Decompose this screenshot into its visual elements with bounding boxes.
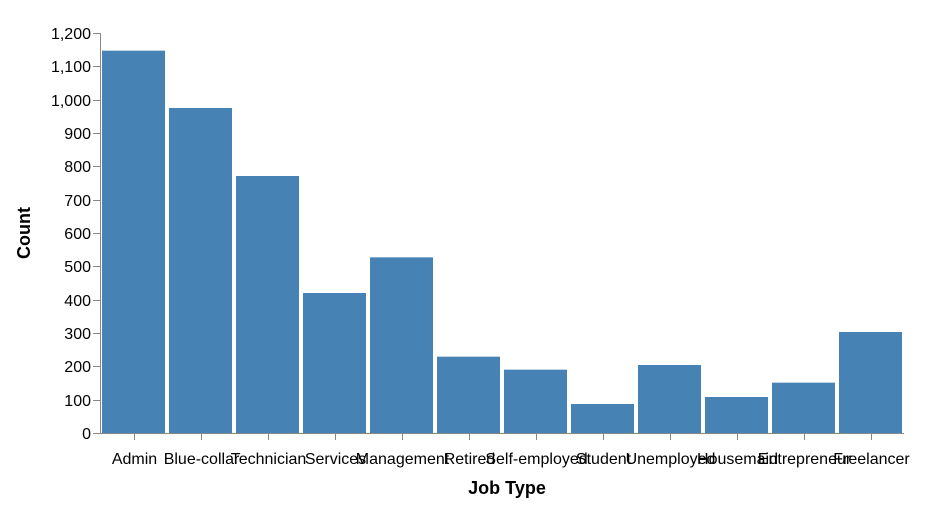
y-tick-label: 300 xyxy=(64,326,91,343)
bar xyxy=(705,397,768,433)
y-tick-label: 900 xyxy=(64,126,91,143)
bars xyxy=(102,50,902,434)
y-axis: 0 100 200 300 400 500 600 700 800 900 1,000 1,100 1,… xyxy=(51,26,101,443)
x-tick-label: Technician xyxy=(231,451,307,468)
y-tick-label: 1,100 xyxy=(51,59,91,76)
x-tick-label: Blue-collar xyxy=(164,451,240,468)
bar xyxy=(571,404,634,433)
y-tick-label: 800 xyxy=(64,159,91,176)
bar xyxy=(839,332,902,433)
x-tick-label: Housemaid xyxy=(697,451,778,468)
x-tick-label: Management xyxy=(356,451,450,468)
y-tick-label: 1,200 xyxy=(51,26,91,43)
x-tick-label: Retired xyxy=(444,451,496,468)
x-tick-label: Self-employed xyxy=(485,451,587,468)
x-axis-ticks: Admin Blue-collarTechnicianServicesManage… xyxy=(112,433,910,468)
bar xyxy=(236,176,299,433)
x-axis: Admin Blue-collarTechnicianServicesManage… xyxy=(100,433,910,468)
y-axis-title: Count xyxy=(14,207,34,259)
y-tick-label: 0 xyxy=(82,426,91,443)
y-tick-label: 200 xyxy=(64,359,91,376)
y-tick-label: 400 xyxy=(64,293,91,310)
bar xyxy=(437,356,500,433)
bar xyxy=(102,50,165,434)
x-tick-label: Unemployed xyxy=(626,451,716,468)
y-tick-label: 500 xyxy=(64,259,91,276)
x-tick-label: Student xyxy=(576,451,632,468)
bar xyxy=(772,382,835,433)
y-tick-label: 100 xyxy=(64,393,91,410)
x-tick-label: Entrepreneur xyxy=(758,451,852,468)
y-tick-label: 700 xyxy=(64,193,91,210)
x-tick-label: Admin xyxy=(112,451,157,468)
bar xyxy=(638,365,701,433)
y-tick-label: 1,000 xyxy=(51,93,91,110)
bar xyxy=(303,293,366,433)
bar xyxy=(504,369,567,433)
x-axis-title: Job Type xyxy=(468,478,546,498)
bar xyxy=(169,108,232,433)
y-tick-label: 600 xyxy=(64,226,91,243)
y-axis-ticks: 0 100 200 300 400 500 600 700 800 900 1,000 1,100 1,… xyxy=(51,26,100,443)
x-tick-label: Services xyxy=(305,451,366,468)
x-tick-label: Freelancer xyxy=(833,451,910,468)
bar xyxy=(370,257,433,433)
